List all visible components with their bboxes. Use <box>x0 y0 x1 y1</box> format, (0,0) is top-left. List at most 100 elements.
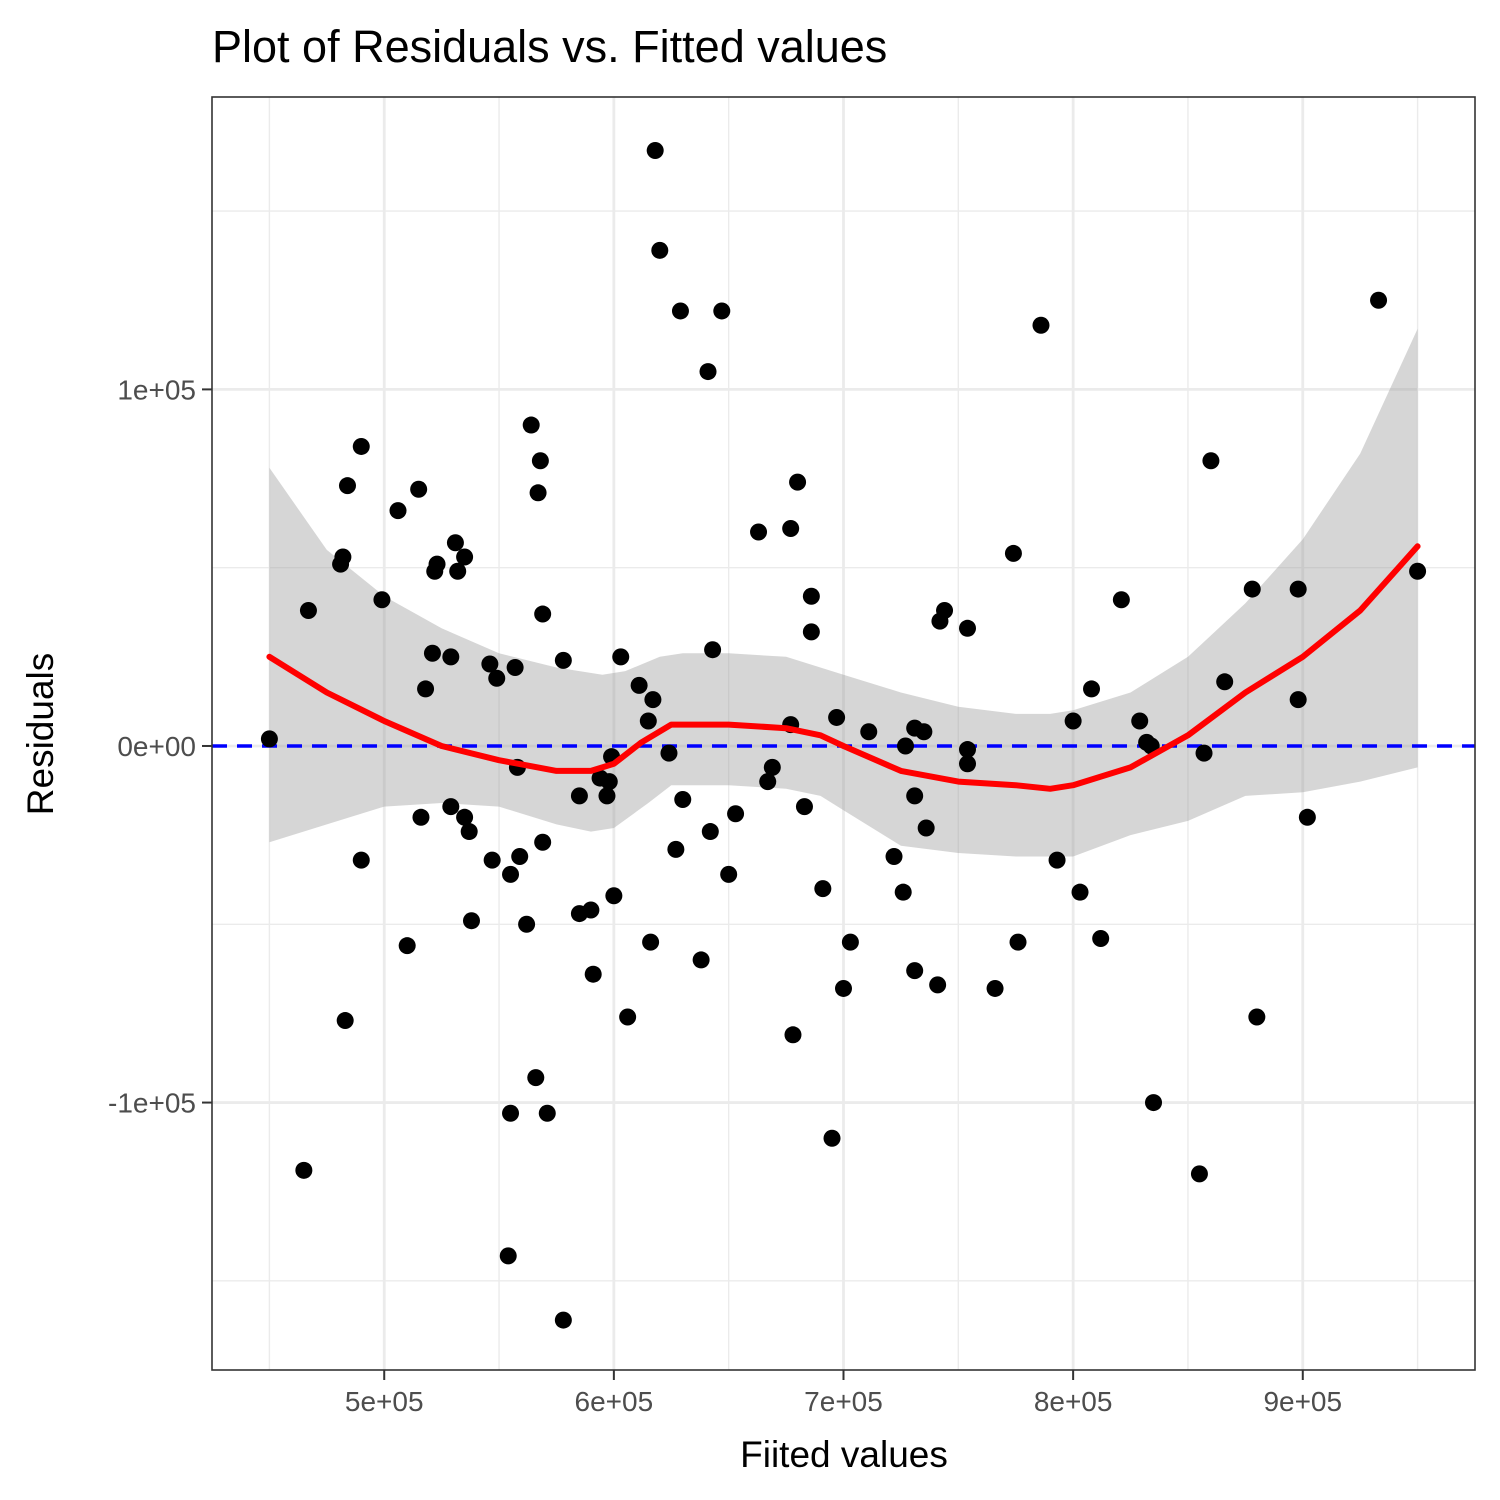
data-point <box>518 915 536 933</box>
data-point <box>352 851 370 869</box>
major-gridlines <box>212 97 1475 1370</box>
data-point <box>449 562 467 580</box>
data-point <box>1004 544 1022 562</box>
data-point <box>1298 808 1316 826</box>
data-point <box>1032 316 1050 334</box>
data-point <box>299 601 317 619</box>
data-point <box>646 141 664 159</box>
data-point <box>1071 883 1089 901</box>
x-axis-title: Fiited values <box>740 1434 948 1475</box>
data-point <box>338 477 356 495</box>
data-point <box>1248 1008 1266 1026</box>
data-point <box>674 790 692 808</box>
data-point <box>828 708 846 726</box>
x-tick-label: 5e+05 <box>345 1386 424 1417</box>
data-point <box>619 1008 637 1026</box>
data-point <box>529 484 547 502</box>
x-tick-label: 9e+05 <box>1263 1386 1342 1417</box>
data-point <box>860 723 878 741</box>
data-point <box>986 979 1004 997</box>
data-point <box>446 534 464 552</box>
confidence-band <box>269 328 1418 857</box>
data-point <box>1048 851 1066 869</box>
data-point <box>598 787 616 805</box>
data-point <box>582 901 600 919</box>
x-tick-label: 7e+05 <box>804 1386 883 1417</box>
data-point <box>570 787 588 805</box>
data-point <box>502 1104 520 1122</box>
data-point <box>554 651 572 669</box>
data-point <box>763 758 781 776</box>
data-point <box>814 880 832 898</box>
data-point <box>511 848 529 866</box>
y-tick-label: 0e+00 <box>117 731 196 762</box>
data-point <box>442 648 460 666</box>
data-point <box>260 730 278 748</box>
data-point <box>802 623 820 641</box>
data-point <box>483 851 501 869</box>
data-point <box>802 587 820 605</box>
data-point <box>398 937 416 955</box>
data-point <box>428 555 446 573</box>
data-point <box>600 773 618 791</box>
data-point <box>699 363 717 381</box>
data-point <box>1064 712 1082 730</box>
data-point <box>936 601 954 619</box>
data-point <box>1289 580 1307 598</box>
data-point <box>1243 580 1261 598</box>
data-point <box>456 548 474 566</box>
data-point <box>784 1026 802 1044</box>
data-point <box>1131 712 1149 730</box>
data-point <box>1009 933 1027 951</box>
data-point <box>906 962 924 980</box>
data-point <box>554 1311 572 1329</box>
data-point <box>522 416 540 434</box>
data-points <box>260 141 1427 1329</box>
data-point <box>692 951 710 969</box>
data-point <box>1202 452 1220 470</box>
y-tick-label: 1e+05 <box>117 374 196 405</box>
data-point <box>462 912 480 930</box>
data-point <box>1289 691 1307 709</box>
data-point <box>527 1069 545 1087</box>
data-point <box>727 805 745 823</box>
smooth-trend-line <box>266 543 1421 792</box>
data-point <box>460 823 478 841</box>
chart-title: Plot of Residuals vs. Fitted values <box>212 21 887 72</box>
data-point <box>713 302 731 320</box>
y-axis-ticks: -1e+05 0e+00 1e+05 <box>108 374 212 1119</box>
data-point <box>660 744 678 762</box>
data-point <box>835 979 852 997</box>
data-point <box>789 473 807 491</box>
data-point <box>704 641 722 659</box>
data-point <box>481 655 499 673</box>
data-point <box>885 848 903 866</box>
data-point <box>295 1161 313 1179</box>
data-point <box>334 548 352 566</box>
data-point <box>1083 680 1101 698</box>
data-point <box>644 691 662 709</box>
data-point <box>1195 744 1213 762</box>
x-tick-label: 8e+05 <box>1034 1386 1113 1417</box>
x-axis-ticks: 5e+05 6e+05 7e+05 8e+05 9e+05 <box>345 1370 1342 1417</box>
data-point <box>488 669 506 687</box>
data-point <box>534 833 552 851</box>
data-point <box>352 437 370 455</box>
data-point <box>651 241 669 259</box>
data-point <box>506 659 524 677</box>
data-point <box>423 644 441 662</box>
data-point <box>1190 1165 1208 1183</box>
y-tick-label: -1e+05 <box>108 1088 196 1119</box>
data-point <box>538 1104 556 1122</box>
data-point <box>499 1247 517 1265</box>
data-point <box>897 737 915 755</box>
data-point <box>389 502 407 520</box>
data-point <box>795 798 813 816</box>
data-point <box>701 823 719 841</box>
data-point <box>1092 930 1110 948</box>
data-point <box>782 519 800 537</box>
data-point <box>1145 1094 1163 1112</box>
data-point <box>1112 591 1130 609</box>
